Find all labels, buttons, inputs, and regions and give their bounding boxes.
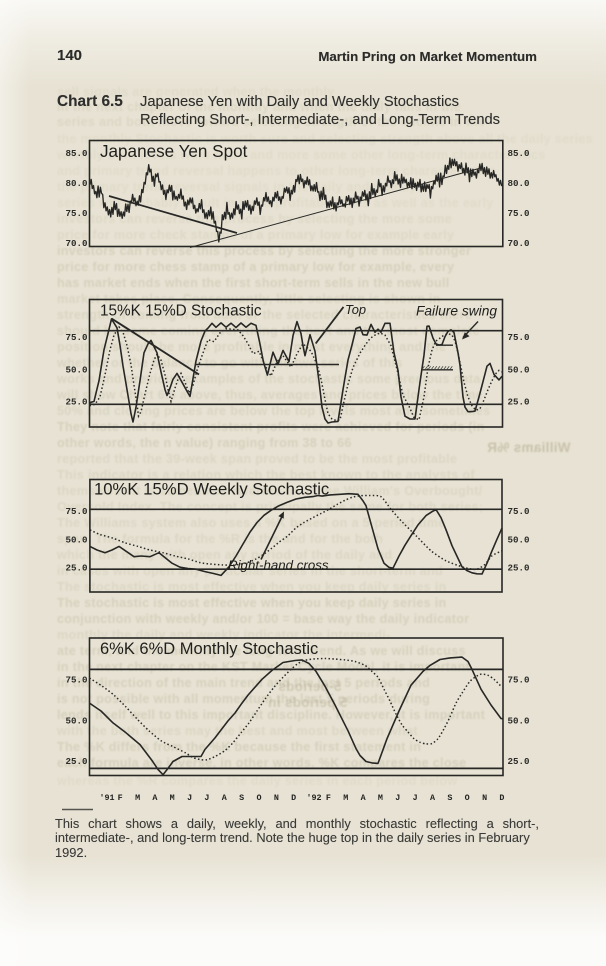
svg-text:F: F <box>118 793 123 803</box>
svg-text:75.0: 75.0 <box>65 208 87 219</box>
svg-text:'91: '91 <box>99 793 114 803</box>
svg-text:75.0: 75.0 <box>65 332 87 343</box>
svg-text:25.0: 25.0 <box>65 397 87 408</box>
svg-text:25.0: 25.0 <box>65 563 87 574</box>
svg-text:N: N <box>274 793 279 803</box>
svg-text:A: A <box>222 793 228 803</box>
svg-text:50.0: 50.0 <box>65 365 87 376</box>
svg-text:A: A <box>152 793 158 803</box>
svg-text:25.0: 25.0 <box>508 756 530 767</box>
svg-text:10%K 15%D Weekly Stochastic: 10%K 15%D Weekly Stochastic <box>94 480 329 499</box>
svg-text:A: A <box>361 793 367 803</box>
svg-text:O: O <box>465 793 470 803</box>
svg-text:80.0: 80.0 <box>65 178 87 189</box>
svg-text:50.0: 50.0 <box>508 535 530 546</box>
svg-text:75.0: 75.0 <box>508 675 530 686</box>
svg-text:D: D <box>499 793 504 803</box>
svg-text:Japanese Yen Spot: Japanese Yen Spot <box>100 142 248 161</box>
svg-text:S: S <box>447 793 452 803</box>
svg-text:N: N <box>482 793 487 803</box>
svg-text:70.0: 70.0 <box>508 238 530 249</box>
svg-text:25.0: 25.0 <box>508 397 530 408</box>
svg-text:F: F <box>326 793 331 803</box>
svg-text:75.0: 75.0 <box>508 208 530 219</box>
svg-text:75.0: 75.0 <box>65 506 87 517</box>
svg-text:50.0: 50.0 <box>508 365 530 376</box>
svg-text:M: M <box>135 793 140 803</box>
svg-text:70.0: 70.0 <box>65 238 87 249</box>
svg-text:75.0: 75.0 <box>65 675 87 686</box>
svg-text:50.0: 50.0 <box>508 716 530 727</box>
svg-text:25.0: 25.0 <box>508 563 530 574</box>
svg-text:M: M <box>378 793 383 803</box>
svg-text:Failure swing: Failure swing <box>416 304 497 319</box>
svg-text:A: A <box>430 793 436 803</box>
svg-text:'92: '92 <box>306 793 321 803</box>
svg-text:J: J <box>413 793 418 803</box>
svg-text:6%K 6%D Monthly Stochastic: 6%K 6%D Monthly Stochastic <box>100 640 318 658</box>
svg-text:75.0: 75.0 <box>508 506 530 517</box>
svg-text:M: M <box>343 793 348 803</box>
svg-text:O: O <box>256 793 261 803</box>
svg-text:85.0: 85.0 <box>508 148 530 159</box>
svg-text:50.0: 50.0 <box>65 535 87 546</box>
svg-text:Right-hand cross: Right-hand cross <box>228 557 329 572</box>
svg-text:85.0: 85.0 <box>65 148 87 159</box>
svg-text:J: J <box>395 793 400 803</box>
svg-text:D: D <box>291 793 296 803</box>
svg-text:M: M <box>170 793 175 803</box>
svg-text:J: J <box>187 793 192 803</box>
svg-text:S: S <box>239 793 244 803</box>
svg-text:J: J <box>204 793 209 803</box>
svg-text:Top: Top <box>345 302 366 317</box>
svg-text:75.0: 75.0 <box>508 332 530 343</box>
svg-text:25.0: 25.0 <box>65 756 87 767</box>
svg-text:50.0: 50.0 <box>65 716 87 727</box>
svg-text:80.0: 80.0 <box>508 178 530 189</box>
svg-text:15%K 15%D Stochastic: 15%K 15%D Stochastic <box>100 303 262 320</box>
